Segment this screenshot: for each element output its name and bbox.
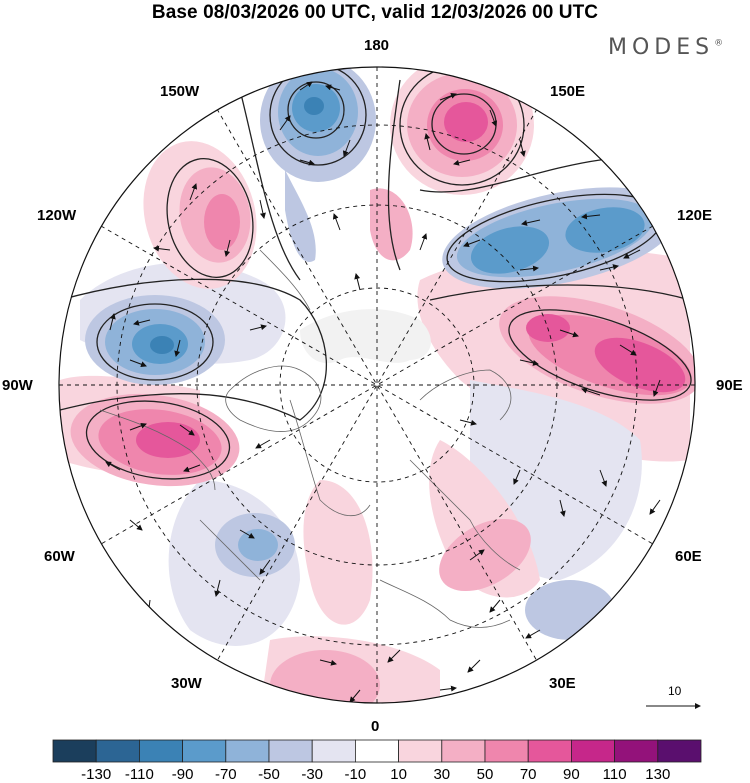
lon-label-120e: 120E (677, 207, 713, 224)
lon-label-60e: 60E (675, 548, 702, 565)
colorbar-swatch (441, 739, 486, 763)
colorbar-swatch (182, 739, 227, 763)
lon-label-60w: 60W (44, 548, 75, 565)
colorbar-tick-label: 110 (602, 766, 627, 783)
colorbar-swatch (657, 739, 702, 763)
colorbar-tick-label: -50 (258, 766, 280, 783)
colorbar-tick-label: 10 (390, 766, 407, 783)
colorbar-swatch (52, 739, 97, 763)
colorbar-tick-label: -90 (171, 766, 194, 783)
lon-label-150e: 150E (550, 83, 586, 100)
lon-label-90e: 90E (716, 377, 743, 394)
colorbar-swatch (268, 739, 313, 763)
colorbar-tick-label: -30 (301, 766, 324, 783)
anomaly-field (59, 67, 695, 703)
colorbar-tick-label: 50 (476, 766, 494, 783)
colorbar-swatch (354, 739, 399, 763)
map-boundary (58, 66, 696, 704)
colorbar-tick-label: -70 (214, 766, 237, 783)
colorbar-tick-label: 70 (519, 766, 537, 783)
brand-registered-mark: ® (714, 38, 724, 49)
lon-label-30w: 30W (171, 675, 202, 692)
colorbar-swatch (95, 739, 140, 763)
colorbar-tick-label: -10 (344, 766, 367, 783)
map-title: Base 08/03/2026 00 UTC, valid 12/03/2026… (151, 2, 599, 23)
colorbar-tick-label: 130 (645, 766, 671, 783)
reference-vector-label: 10 (668, 684, 682, 698)
lon-label-30e: 30E (549, 675, 576, 692)
brand-logo: MODES® (608, 35, 723, 60)
colorbar-tick-label: -110 (124, 766, 154, 783)
lon-label-180: 180 (364, 37, 390, 54)
colorbar-swatch (225, 739, 270, 763)
lon-label-0: 0 (371, 718, 380, 735)
colorbar-tick-label: 90 (563, 766, 580, 783)
lon-label-120w: 120W (37, 207, 77, 224)
colorbar-swatch (484, 739, 529, 763)
colorbar-swatch (571, 739, 616, 763)
colorbar-swatch (398, 739, 443, 763)
colorbar-swatch (311, 739, 356, 763)
colorbar-tick-label: -130 (81, 766, 112, 783)
colorbar (52, 739, 702, 763)
colorbar-swatch (138, 739, 183, 763)
colorbar-tick-label: 30 (433, 766, 451, 783)
colorbar-swatch (527, 739, 572, 763)
lon-label-90w: 90W (2, 377, 33, 394)
colorbar-swatch (614, 739, 659, 763)
brand-text: MODES (608, 35, 715, 60)
lon-label-150w: 150W (160, 83, 200, 100)
